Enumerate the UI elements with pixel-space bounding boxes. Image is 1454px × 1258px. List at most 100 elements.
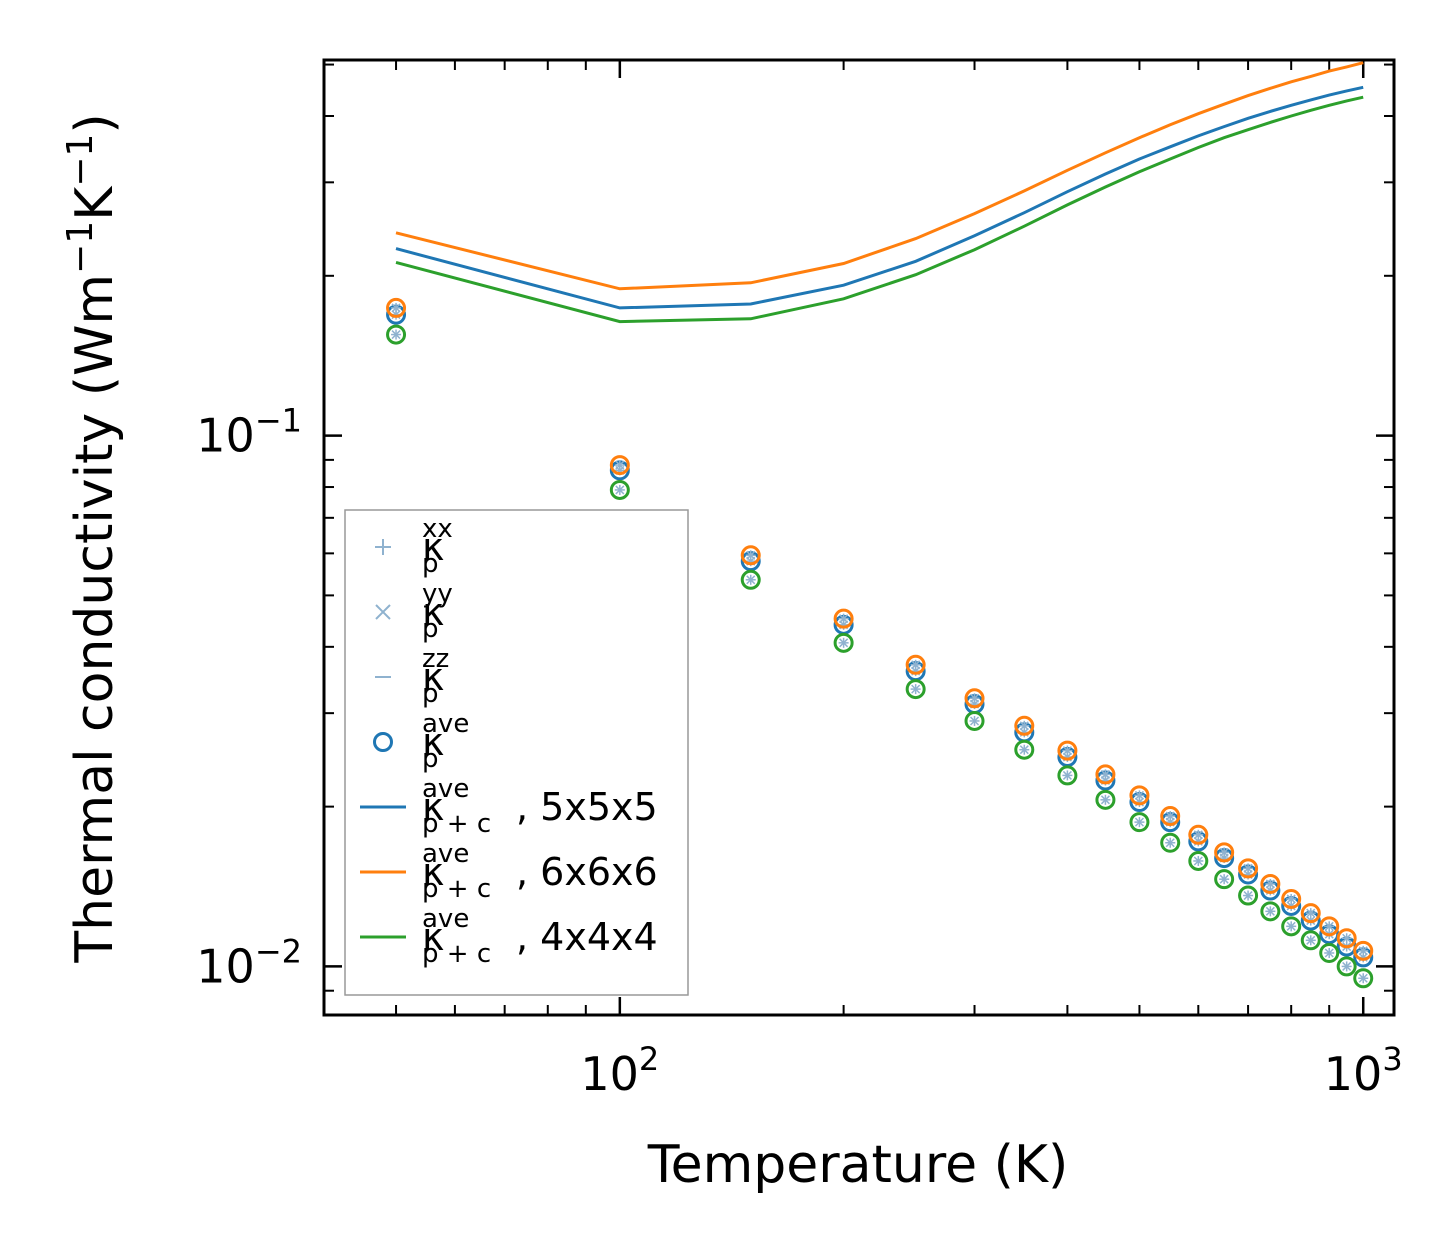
kappa-yy-marker <box>1165 811 1175 821</box>
data-point-6x6x6 <box>1188 824 1209 845</box>
legend-label: κyy p <box>422 579 453 644</box>
kappa-yy-marker <box>1342 961 1352 971</box>
legend-label: κave p + c , 6x6x6 <box>422 839 658 904</box>
y-tick-base: 10 <box>196 409 255 463</box>
kappa-yy-marker <box>746 575 756 585</box>
data-point-4x4x4 <box>1057 765 1078 786</box>
legend-label-sub: p + c <box>422 809 491 839</box>
legend-label-sup: yy <box>422 579 453 609</box>
kappa-yy-marker <box>1286 901 1296 911</box>
data-point-4x4x4 <box>1300 930 1321 951</box>
legend-label: κzz p <box>422 644 449 709</box>
series-points <box>386 297 1374 989</box>
kappa-yy-marker <box>1324 921 1334 931</box>
legend-label-base: κ <box>422 655 444 699</box>
x-tick-label: 103 <box>1324 1040 1403 1101</box>
data-point-6x6x6 <box>1260 873 1281 894</box>
legend-marker-x <box>375 604 391 620</box>
minor-ticks <box>324 60 1394 1015</box>
kappa-yy-marker <box>1134 817 1144 827</box>
data-point-6x6x6 <box>1336 928 1357 949</box>
kappa-yy-marker <box>1286 921 1296 931</box>
kappa-yy-marker <box>391 303 401 313</box>
kappa-yy-marker <box>615 485 625 495</box>
data-point-4x4x4 <box>1214 869 1235 890</box>
kappa-yy-marker <box>1165 838 1175 848</box>
kappa-yy-marker <box>1062 746 1072 756</box>
data-point-6x6x6 <box>1281 888 1302 909</box>
kappa-yy-marker <box>1342 933 1352 943</box>
data-point-4x4x4 <box>1260 901 1281 922</box>
x-axis-label: Temperature (K) <box>647 1135 1069 1195</box>
legend-label-sup: xx <box>422 514 453 544</box>
kappa-yy-marker <box>839 638 849 648</box>
data-point-6x6x6 <box>1057 740 1078 761</box>
x-tick-base: 10 <box>580 1047 639 1101</box>
kappa-yy-marker <box>1019 721 1029 731</box>
legend-marker-circle <box>373 732 393 752</box>
kappa-yy-marker <box>911 660 921 670</box>
plot-frame <box>322 58 1396 1017</box>
legend-label-sub: p <box>422 614 439 644</box>
legend-label-base: κ <box>422 785 444 829</box>
data-point-6x6x6 <box>386 297 407 318</box>
data-point-4x4x4 <box>740 569 761 590</box>
legend-label: κave p + c , 5x5x5 <box>422 774 658 839</box>
y-axis-label-main: Thermal conductivity (Wm <box>65 274 125 964</box>
kappa-yy-marker <box>746 550 756 560</box>
data-point-6x6x6 <box>1214 842 1235 863</box>
data-point-6x6x6 <box>1129 785 1150 806</box>
legend-label-base: κ <box>422 720 444 764</box>
y-tick-label: 10−1 <box>196 402 302 463</box>
data-point-6x6x6 <box>1095 764 1116 785</box>
kappa-yy-marker <box>1358 946 1368 956</box>
kappa-yy-marker <box>1193 856 1203 866</box>
series-line-6x6x6 <box>395 61 1364 291</box>
kappa-yy-marker <box>969 716 980 726</box>
legend-label-suffix: , 6x6x6 <box>516 850 658 894</box>
series-line-5x5x5 <box>395 85 1364 310</box>
data-point-4x4x4 <box>905 679 926 700</box>
x-tick-exp: 2 <box>639 1040 659 1078</box>
y-tick-label: 10−2 <box>196 932 302 993</box>
y-axis-label-sup1: −1 <box>60 221 101 274</box>
y-axis-label-close: ) <box>65 113 125 133</box>
data-point-4x4x4 <box>964 710 985 731</box>
y-tick-exp: −1 <box>255 402 302 440</box>
data-point-4x4x4 <box>1319 942 1340 963</box>
y-axis-label-sup2: −1 <box>60 134 101 187</box>
legend-label-sub: p <box>422 549 439 579</box>
legend-label-base: κ <box>422 915 444 959</box>
data-point-6x6x6 <box>1300 903 1321 924</box>
data-point-4x4x4 <box>1238 885 1259 906</box>
kappa-yy-marker <box>1219 874 1229 884</box>
major-ticks <box>324 60 1394 1015</box>
legend-label-sub: p <box>422 744 439 774</box>
legend-label: κxx p <box>422 514 453 579</box>
data-point-4x4x4 <box>1095 789 1116 810</box>
legend-label-sup: ave <box>422 709 469 739</box>
data-point-6x6x6 <box>1319 916 1340 937</box>
kappa-yy-marker <box>1219 847 1229 857</box>
data-point-6x6x6 <box>1160 806 1181 827</box>
legend-label-suffix: , 5x5x5 <box>516 785 658 829</box>
kappa-yy-marker <box>615 460 625 470</box>
kappa-yy-marker <box>391 330 401 340</box>
kappa-yy-marker <box>1243 863 1253 873</box>
legend-label-sub: p + c <box>422 874 491 904</box>
data-point-4x4x4 <box>1281 916 1302 937</box>
legend-label-sub: p + c <box>422 939 491 969</box>
y-tick-base: 10 <box>196 939 255 993</box>
kappa-yy-marker <box>1243 891 1253 901</box>
kappa-yy-marker <box>1062 770 1072 780</box>
kappa-yy-marker <box>911 684 921 694</box>
kappa-yy-marker <box>1100 769 1110 779</box>
kappa-yy-marker <box>1193 830 1203 840</box>
data-point-4x4x4 <box>833 632 854 653</box>
data-point-4x4x4 <box>1129 812 1150 833</box>
data-point-4x4x4 <box>1336 956 1357 977</box>
y-axis-label: Thermal conductivity (Wm−1K−1) <box>60 113 125 963</box>
